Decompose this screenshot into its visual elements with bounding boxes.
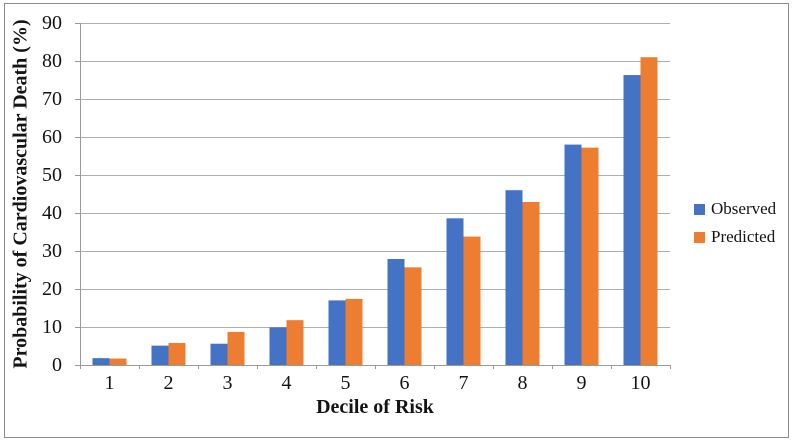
x-tick-label-6: 6 [399,372,410,394]
x-tick-label-3: 3 [222,372,233,394]
bar-observed-decile-6 [387,258,405,365]
bar-observed-decile-9 [564,144,582,365]
bar-predicted-decile-1 [109,358,127,365]
y-tick-label-0: 0 [52,354,62,376]
legend-swatch-observed-icon [694,203,705,215]
bar-observed-decile-10 [623,75,641,365]
bar-observed-decile-8 [505,190,523,365]
bar-predicted-decile-5 [345,298,363,365]
legend-entry-observed: Observed [694,199,776,219]
bar-predicted-decile-10 [640,57,658,365]
bar-predicted-decile-2 [168,342,186,365]
bar-predicted-decile-4 [286,320,304,365]
x-tick-label-4: 4 [281,372,292,394]
x-tick-label-5: 5 [340,372,351,394]
legend-swatch-predicted-icon [694,231,705,243]
y-tick-label-80: 80 [42,50,62,72]
y-tick-label-90: 90 [42,12,62,34]
legend: Observed Predicted [694,199,776,255]
bar-observed-decile-1 [92,358,110,365]
bar-predicted-decile-8 [522,201,540,365]
y-tick-label-40: 40 [42,202,62,224]
bar-predicted-decile-7 [463,236,481,365]
legend-label-predicted: Predicted [711,227,776,246]
bar-predicted-decile-3 [227,331,245,365]
bar-observed-decile-2 [151,345,169,365]
x-tick-label-2: 2 [163,372,174,394]
legend-entry-predicted: Predicted [694,227,776,247]
y-tick-label-10: 10 [42,316,62,338]
bar-observed-decile-5 [328,300,346,365]
y-tick-label-20: 20 [42,278,62,300]
legend-label-observed: Observed [711,199,777,218]
x-tick-label-8: 8 [517,372,528,394]
y-tick-label-30: 30 [42,240,62,262]
x-tick-label-1: 1 [104,372,115,394]
y-tick-label-70: 70 [42,88,62,110]
y-tick-label-50: 50 [42,164,62,186]
bar-observed-decile-7 [446,218,464,365]
x-axis-title: Decile of Risk [316,396,434,418]
y-tick-label-60: 60 [42,126,62,148]
x-tick-label-7: 7 [458,372,469,394]
y-axis-title: Probability of Cardiovascular Death (%) [9,19,32,369]
bar-observed-decile-4 [269,327,287,365]
bar-predicted-decile-9 [581,147,599,365]
x-tick-label-10: 10 [630,372,651,394]
bar-observed-decile-3 [210,343,228,365]
bar-predicted-decile-6 [404,267,422,365]
x-tick-label-9: 9 [576,372,587,394]
